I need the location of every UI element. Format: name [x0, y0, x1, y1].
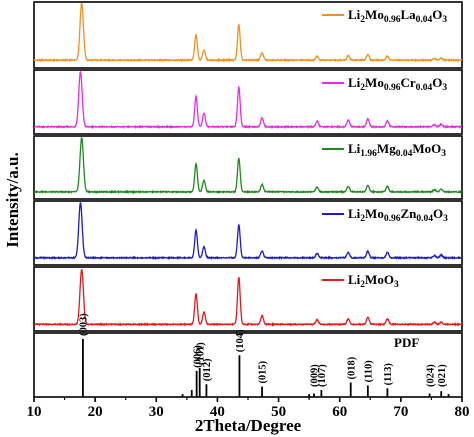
series-line — [33, 70, 463, 130]
x-tick-label: 60 — [332, 404, 347, 420]
x-axis-title: 2Theta/Degree — [195, 416, 302, 435]
panel-frame — [33, 69, 463, 135]
y-axis-title: Intensity/a.u. — [3, 152, 22, 247]
legend-entry: Li2Mo0.96La0.04O3 — [322, 7, 447, 25]
hkl-label: (110) — [364, 360, 375, 383]
hkl-label: (113) — [383, 363, 394, 386]
x-tick-label: 40 — [210, 404, 225, 420]
legend-entry: Li2Mo0.96Zn0.04O3 — [322, 206, 448, 224]
hkl-label: (006) — [192, 345, 203, 368]
x-tick-label: 50 — [271, 404, 286, 420]
legend-entry: Li2MoO3 — [322, 272, 399, 290]
axes: 10 20 30 40 50 60 70 80 2Theta/Degree Intensity/a… — [3, 152, 470, 435]
legend-label: Li2Mo0.96Cr0.04O3 — [348, 75, 447, 93]
spectra-panels: Li2Mo0.96La0.04O3 Li2Mo0.96Cr0.04O3 Li1.96… — [33, 1, 463, 332]
hkl-label: (101) — [195, 342, 206, 365]
hkl-label: (024) — [425, 364, 436, 387]
panel-frame — [33, 200, 463, 266]
x-tick-label: 80 — [455, 404, 470, 420]
hkl-label: (015) — [258, 360, 269, 383]
legend-entry: Li2Mo0.96Cr0.04O3 — [322, 75, 447, 93]
panel-frame — [33, 266, 463, 332]
panel-5: Li2MoO3 — [33, 266, 463, 332]
x-tick-label: 30 — [149, 404, 164, 420]
x-tick-label: 10 — [27, 404, 42, 420]
series-line — [33, 202, 463, 261]
reference-panel: (003) (006)(101)(012) (104) (015) (009)(107)… — [33, 313, 463, 398]
series-line — [33, 136, 463, 195]
legend-label: Li2MoO3 — [348, 272, 399, 290]
panel-3: Li1.96Mg0.04MoO3 — [33, 135, 463, 200]
legend-entry: Li1.96Mg0.04MoO3 — [322, 141, 446, 159]
legend-label: Li2Mo0.96Zn0.04O3 — [348, 206, 448, 224]
x-tick-label: 20 — [88, 404, 103, 420]
panel-frame — [33, 1, 463, 69]
hkl-label: (009) — [310, 364, 321, 387]
hkl-label: (021) — [437, 364, 448, 387]
hkl-label: (018) — [346, 356, 357, 379]
hkl-label: (107) — [317, 364, 328, 387]
panel-2: Li2Mo0.96Cr0.04O3 — [33, 69, 463, 135]
legend-label: Li2Mo0.96La0.04O3 — [348, 7, 447, 25]
legend-label: Li1.96Mg0.04MoO3 — [348, 141, 446, 159]
hkl-label: (012) — [202, 358, 213, 381]
panel-frame — [33, 135, 463, 200]
hkl-label: (104) — [235, 329, 246, 352]
x-tick-label: 70 — [393, 404, 408, 420]
reference-name: PDF — [394, 335, 419, 350]
panel-1: Li2Mo0.96La0.04O3 — [33, 1, 463, 69]
panel-4: Li2Mo0.96Zn0.04O3 — [33, 200, 463, 266]
series-line — [33, 2, 463, 63]
hkl-label: (003) — [79, 313, 90, 336]
series-line — [33, 268, 463, 327]
